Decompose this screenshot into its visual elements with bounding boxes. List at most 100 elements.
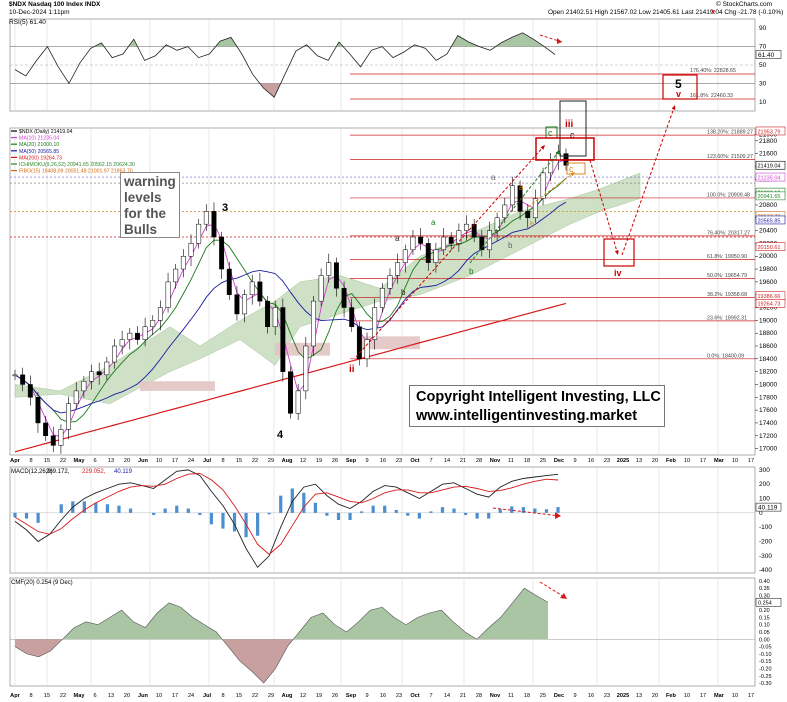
x-axis-label-bottom: Feb [666,693,677,699]
x-axis-label-bottom: 23 [396,693,402,699]
candle-body [464,223,469,231]
warning-box: warning levels for the Bulls [120,172,180,238]
cmf-tick-label: 0.05 [759,630,770,636]
arrow-orange-head [570,172,575,177]
macd-tick-label: 300 [759,467,770,474]
candle-body [272,307,278,328]
fib-label: 100.0%: 20909.48 [707,192,750,198]
wave-3-label: 3 [222,202,228,214]
price-tick-label: 17800 [759,394,777,401]
macd-histogram-bar [533,508,537,513]
x-axis-label-bottom: 13 [636,693,642,699]
x-axis-label-top: 17 [700,458,706,464]
price-tag-box [755,191,786,201]
price-tick-label: 19800 [759,266,777,273]
price-frame [9,127,756,456]
x-axis-label-bottom: Mar [714,693,725,699]
macd-histogram-bar [24,512,29,519]
candle-body [333,262,339,289]
candle-body [433,249,439,263]
candle-body [73,390,79,404]
rsi-divergence-arrowhead [557,38,562,44]
x-axis-label-top: 20 [652,458,658,464]
candle-body [311,300,316,347]
arrow-ii-to-iii-head [540,145,545,150]
candle-body [295,390,301,414]
x-axis-label-bottom: Nov [490,693,501,699]
cmf-tick-label: 0.20 [759,608,770,614]
wave-a-green-label: a [431,218,436,227]
macd-histogram-bar [105,504,110,513]
x-axis-label-bottom: 23 [604,693,610,699]
cmf-tick-label: 0.35 [759,586,770,592]
x-axis-label-top: 16 [588,458,594,464]
candle-body [104,361,110,376]
macd-frame [9,466,756,574]
macd-histogram-bar [452,508,456,513]
price-legend-text: FIBO(15) 19408.09 20051.48 21001.97 2186… [19,169,133,175]
wave-5-box [662,74,698,100]
x-axis-label-top: 9 [365,458,368,464]
candle-body [418,236,424,244]
wave-b-orange-label: b [530,220,535,229]
macd-histogram-bar [440,507,445,513]
price-tag-text: 20941.65 [758,194,781,200]
macd-legend-hist: 40.119 [114,469,133,475]
price-tag-box [755,242,786,251]
cmf-tick-label: -0.05 [759,645,772,651]
x-axis-label-bottom: 17 [748,693,754,699]
macd-histogram-bar [302,492,306,513]
x-axis-label-bottom: 20 [124,693,130,699]
fib-label: 50.0%: 19654.79 [707,273,747,279]
x-axis-label-top: 7 [429,458,432,464]
candle-body [441,236,447,251]
x-axis-label-top: Jul [203,458,212,464]
candle-body [479,236,485,251]
copyright-line-1: Copyright Intelligent Investing, LLC [416,389,661,405]
x-axis-label-bottom: May [74,693,86,699]
candle-body [173,268,179,283]
cmf-tick-label: 0.40 [759,579,770,585]
x-axis-label-top: 8 [221,458,224,464]
arrow-iii-to-iv [589,159,619,256]
x-axis-label-top: Mar [714,458,725,464]
candle-body [234,294,240,315]
wave-ii-label: ii [349,364,355,375]
x-axis-label-top: 20 [124,458,130,464]
fib-label: 38.2%: 19358.68 [707,292,747,298]
x-axis-label-top: 25 [540,458,546,464]
cmf-line [14,587,549,684]
macd-histogram-bar [417,512,421,519]
candle-body [303,345,309,392]
price-tick-label: 20800 [759,202,777,209]
wave-b-green-label: b [469,267,474,276]
wave-c-black-label: c [570,130,575,140]
rsi-tick-label: 70 [759,44,767,51]
macd-histogram-bar [279,495,283,513]
ichimoku-bear-cloud-0 [140,381,215,391]
x-axis-label-top: Aug [282,458,293,464]
x-axis-label-bottom: 9 [365,693,368,699]
macd-histogram-bar [510,506,514,513]
cmf-tick-label: -0.15 [759,659,772,665]
copyright-line-2: www.intelligentinvesting.market [416,408,638,424]
x-axis-label-top: Jun [138,458,149,464]
macd-tick-label: -100 [759,524,772,531]
x-axis-label-top: 10 [732,458,738,464]
warning-line-4: Bulls [124,222,158,237]
candle-body [134,332,140,340]
rsi-tick-label: 50 [759,62,767,69]
candle-body [58,429,64,446]
macd-histogram-bar [383,505,387,513]
wave-a-black-label: a [395,234,400,243]
macd-legend-macd: 269.172, [46,469,70,475]
x-axis-label-top: 17 [172,458,178,464]
price-tick-label: 20000 [759,253,777,260]
macd-legend-name: MACD(12,26,9) [11,469,53,475]
cmf-panel: 0.400.350.300.250.200.150.100.050.00-0.0… [10,579,782,687]
macd-histogram-bar [256,512,260,536]
macd-histogram-bar [221,512,225,529]
wave-v-label: v [676,89,681,99]
candle-body [502,204,508,219]
